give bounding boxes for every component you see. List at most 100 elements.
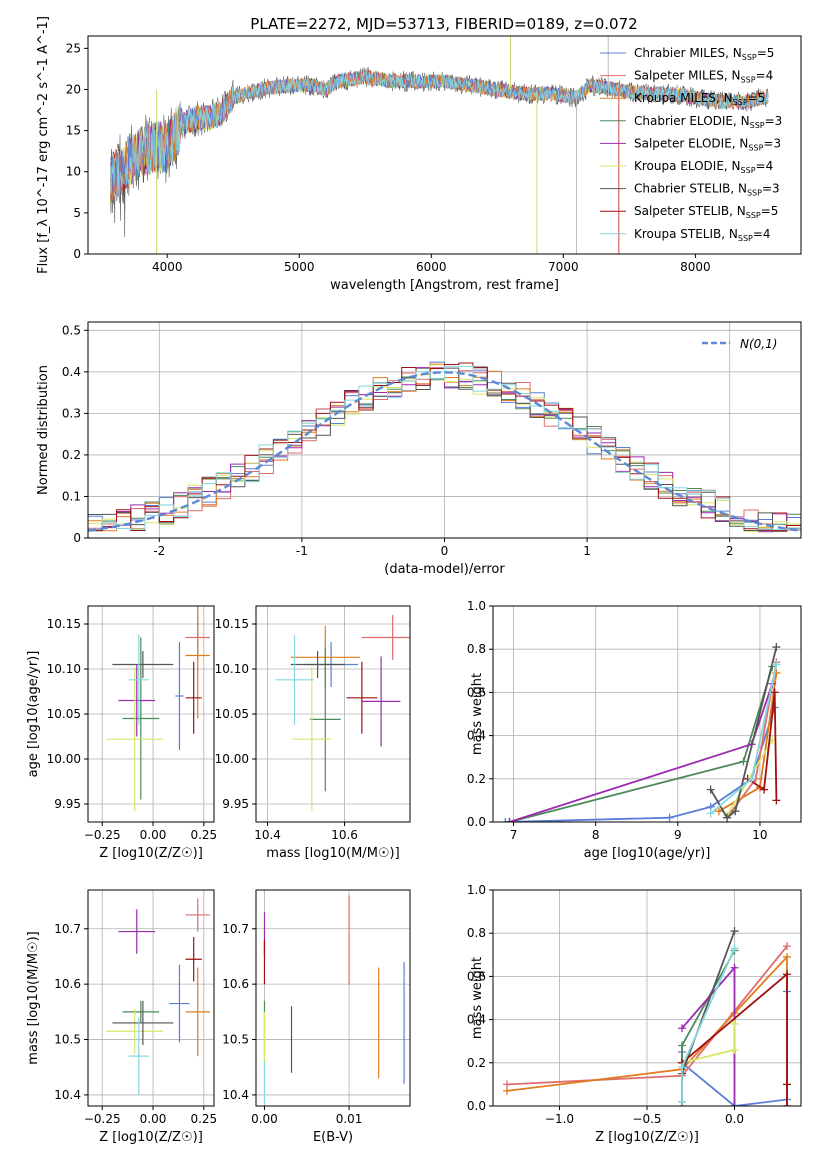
x-axis-label: E(B-V) (313, 1130, 353, 1145)
y-tick-label: 0.4 (467, 729, 486, 743)
weight-marker (772, 643, 781, 652)
x-axis-label: Z [log10(Z/Z☉)] (99, 846, 203, 861)
y-tick-label: 10.7 (222, 922, 249, 936)
y-tick-label: 10.4 (54, 1088, 81, 1102)
y-tick-label: 5 (73, 206, 81, 220)
x-tick-label: 0.0 (725, 1112, 744, 1126)
weight-marker (730, 1102, 739, 1106)
y-tick-label: 10.05 (215, 707, 249, 721)
y-tick-label: 10.00 (215, 752, 249, 766)
axes-frame (255, 605, 411, 823)
y-tick-label: 0 (73, 531, 81, 545)
weight-marker (783, 942, 791, 951)
y-tick-label: 0.5 (62, 323, 81, 337)
y-tick-label: 0.6 (467, 685, 486, 699)
y-tick-label: 10.05 (47, 707, 81, 721)
weight-marker (730, 944, 739, 953)
y-tick-label: 0.3 (62, 406, 81, 420)
y-axis-label: mass weight (470, 957, 485, 1039)
x-tick-label: 6000 (416, 260, 447, 274)
weight-line (726, 739, 774, 816)
x-tick-label: 10.6 (331, 828, 358, 842)
x-tick-label: 1 (583, 544, 591, 558)
x-axis-label: (data-model)/error (384, 562, 505, 577)
weight-marker (678, 1024, 686, 1033)
weight-marker (501, 818, 510, 822)
weight-marker (730, 927, 739, 936)
weight-marker (731, 807, 740, 816)
y-tick-label: 10.00 (47, 752, 81, 766)
legend-entry: Salpeter STELIB, NSSP=5 (634, 204, 778, 220)
x-tick-label: 0.25 (190, 828, 217, 842)
y-tick-label: 10.15 (47, 617, 81, 631)
weight-marker (730, 1045, 739, 1054)
weight-marker (678, 1041, 686, 1050)
weight-marker (772, 796, 781, 805)
y-tick-label: 0 (73, 247, 81, 261)
y-tick-label: 9.95 (222, 797, 249, 811)
axes-frame (87, 35, 802, 255)
weight-line (681, 930, 736, 1102)
weight-marker (730, 963, 739, 972)
weight-marker (714, 807, 723, 816)
weight-line (681, 972, 788, 1106)
y-tick-label: 0.2 (467, 1056, 486, 1070)
x-tick-label: 0.01 (336, 1112, 363, 1126)
axes-frame (87, 605, 215, 823)
y-axis-label: mass [log10(M/M☉)] (26, 931, 41, 1064)
y-tick-label: 0.4 (62, 365, 81, 379)
legend-entry: Kroupa ELODIE, NSSP=4 (634, 159, 773, 175)
y-tick-label: 10.7 (54, 922, 81, 936)
y-axis-label: mass weight (470, 673, 485, 755)
x-axis-label: mass [log10(M/M☉)] (266, 846, 399, 861)
y-tick-label: 1.0 (467, 883, 486, 897)
y-axis-label: age [log10(age/yr)] (26, 651, 41, 778)
x-tick-label: 7 (510, 828, 518, 842)
legend-entry: Kroupa MILES, NSSP=5 (634, 91, 765, 107)
legend-entry: Chabrier ELODIE, NSSP=3 (634, 114, 782, 130)
y-tick-label: 15 (66, 124, 81, 138)
x-tick-label: 8 (592, 828, 600, 842)
legend-entry: N(0,1) (740, 337, 777, 351)
legend-entry: Salpeter ELODIE, NSSP=3 (634, 136, 781, 152)
weight-marker (503, 1086, 511, 1095)
normal-curve (88, 371, 801, 532)
x-tick-label: 0.00 (140, 1112, 167, 1126)
histogram-step (88, 365, 801, 532)
weight-marker (783, 970, 791, 979)
weight-line (509, 666, 774, 822)
x-tick-label: −0.25 (84, 1112, 121, 1126)
legend-entry: Chrabier MILES, NSSP=5 (634, 46, 774, 62)
y-tick-label: 0.0 (467, 815, 486, 829)
legend-entry: Chabrier STELIB, NSSP=3 (634, 182, 780, 198)
y-tick-label: 0.8 (467, 926, 486, 940)
x-tick-label: -1 (296, 544, 308, 558)
weight-line (747, 692, 778, 801)
axes-frame (87, 889, 215, 1107)
x-axis-label: Z [log10(Z/Z☉)] (595, 1130, 699, 1145)
y-tick-label: 10 (66, 165, 81, 179)
x-tick-label: 8000 (680, 260, 711, 274)
y-tick-label: 0.4 (467, 1013, 486, 1027)
y-tick-label: 0.0 (467, 1099, 486, 1113)
y-tick-label: 0.2 (62, 448, 81, 462)
figure-title: PLATE=2272, MJD=53713, FIBERID=0189, z=0… (250, 15, 637, 33)
y-axis-label: Normed distribution (36, 365, 51, 495)
weight-marker (678, 1097, 686, 1106)
weight-marker (723, 813, 732, 822)
x-tick-label: −0.25 (84, 828, 121, 842)
weight-marker (783, 952, 791, 961)
weight-marker (678, 1063, 686, 1072)
y-tick-label: 0.6 (467, 969, 486, 983)
x-tick-label: −0.5 (632, 1112, 661, 1126)
y-tick-label: 1.0 (467, 599, 486, 613)
axes-frame (87, 321, 802, 539)
y-tick-label: 10.6 (54, 977, 81, 991)
weight-marker (772, 660, 781, 669)
weight-marker (783, 1080, 791, 1089)
weight-marker (739, 757, 748, 766)
weight-marker (783, 1102, 791, 1106)
legend-entry: Salpeter MILES, NSSP=4 (634, 69, 773, 85)
x-tick-label: −1.0 (545, 1112, 574, 1126)
weight-line (709, 646, 778, 820)
